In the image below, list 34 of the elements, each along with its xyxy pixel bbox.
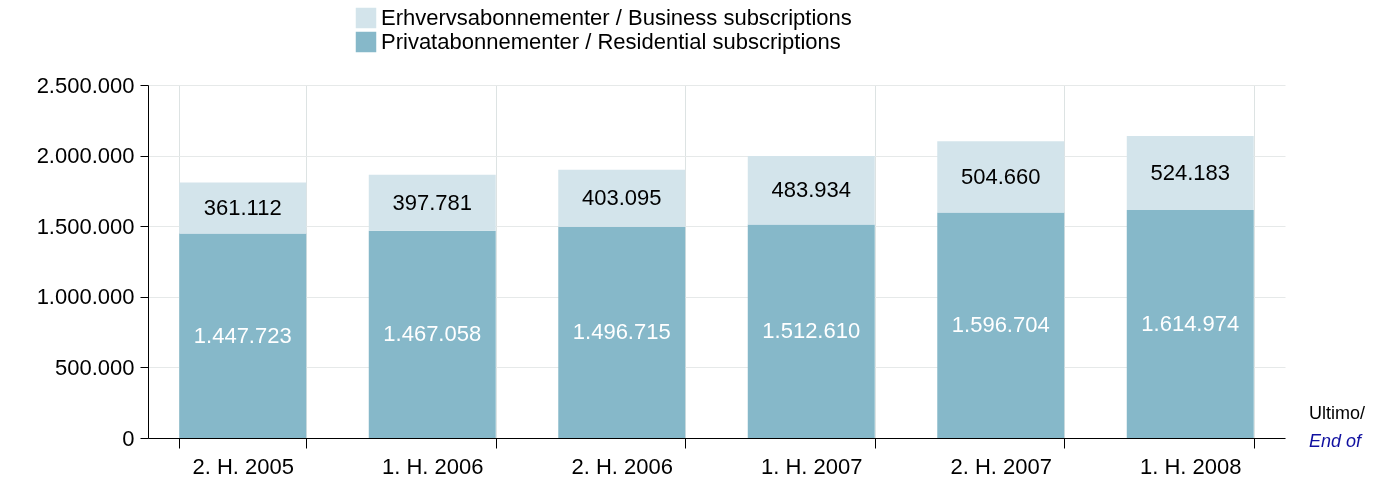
x-tick-label: 1. H. 2007: [760, 453, 863, 479]
data-label: 403.095: [581, 185, 662, 211]
x-tick-label: 2. H. 2005: [192, 453, 295, 479]
y-tick-label: 1.500.000: [36, 213, 135, 239]
x-tick-label: 1. H. 2006: [381, 453, 484, 479]
x-tick-label: 2. H. 2007: [950, 453, 1053, 479]
data-label: 1.447.723: [193, 322, 292, 348]
data-label: 1.512.610: [762, 318, 861, 344]
legend-label: Erhvervsabonnementer / Business subscriptions: [381, 5, 852, 30]
bar: [747, 224, 875, 438]
data-label: 1.614.974: [1141, 310, 1240, 336]
data-label: 1.467.058: [383, 321, 482, 347]
data-label: 483.934: [771, 177, 852, 203]
bar: [558, 226, 686, 438]
data-label: 1.496.715: [572, 319, 671, 345]
bar: [368, 230, 496, 438]
bar: [1126, 209, 1254, 438]
y-tick-label: 1.000.000: [36, 284, 135, 310]
data-label: 361.112: [203, 195, 282, 221]
data-label: 397.781: [392, 189, 473, 215]
text: End of: [1309, 431, 1364, 451]
legend-label: Privatabonnementer / Residential subscriptions: [381, 29, 841, 54]
y-tick-label: 2.500.000: [36, 72, 135, 98]
bar: [179, 233, 307, 438]
x-tick-label: 2. H. 2006: [571, 453, 674, 479]
data-label: 504.660: [960, 163, 1041, 189]
y-tick-label: 500.000: [54, 354, 135, 380]
data-label: 1.596.704: [951, 312, 1050, 338]
y-tick-label: 2.000.000: [36, 143, 135, 169]
x-tick-label: 1. H. 2008: [1139, 453, 1242, 479]
bar: [937, 212, 1065, 438]
text: Ultimo/: [1309, 403, 1366, 423]
data-label: 524.183: [1150, 159, 1231, 185]
y-tick-label: 0: [122, 425, 135, 451]
